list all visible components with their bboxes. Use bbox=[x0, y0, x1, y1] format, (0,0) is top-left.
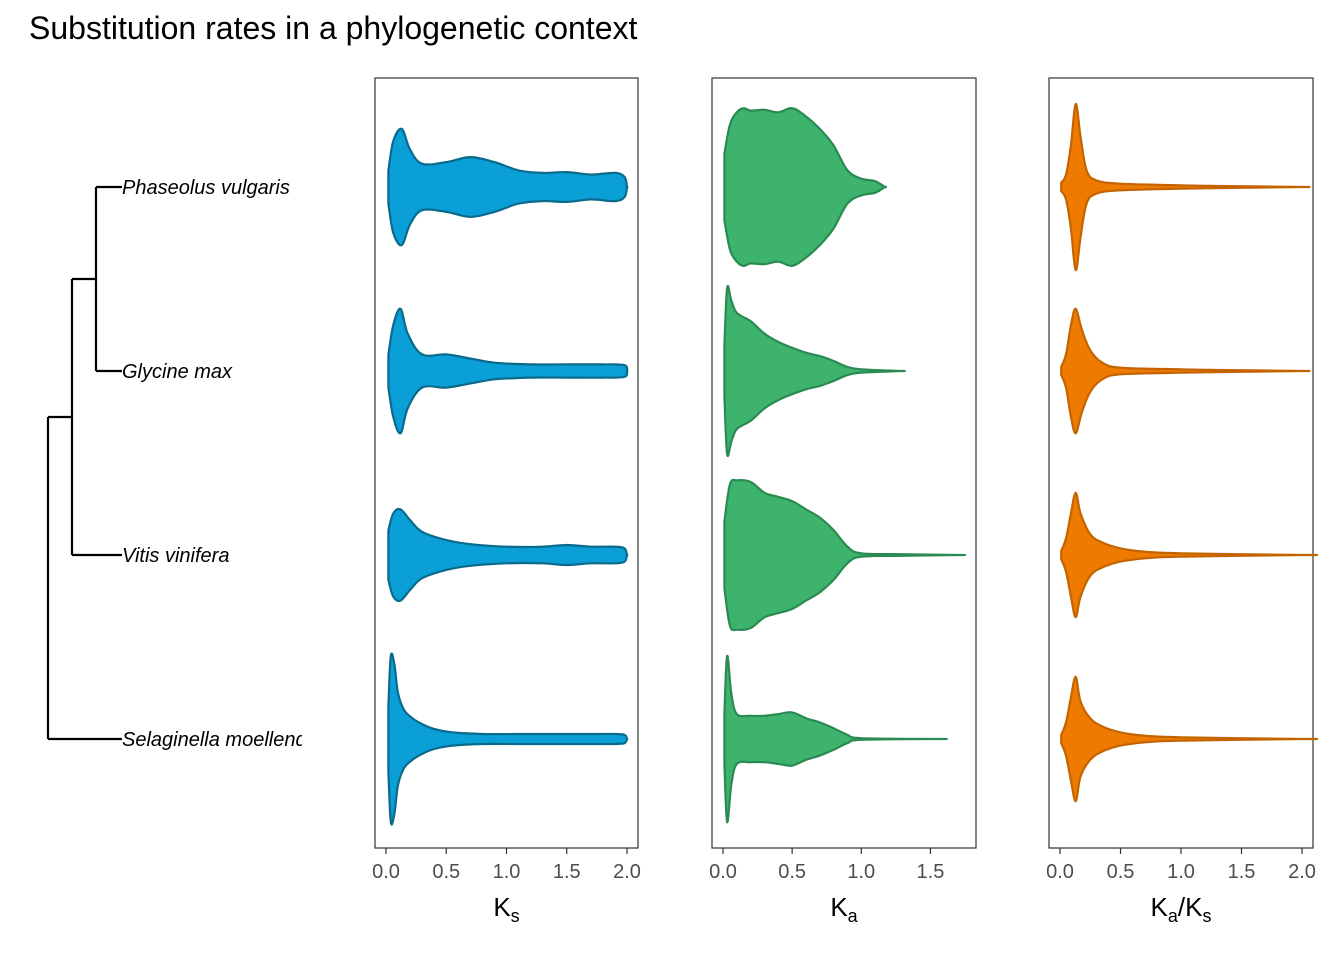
chart-title: Substitution rates in a phylogenetic con… bbox=[29, 10, 638, 46]
x-tick-label: 1.0 bbox=[1167, 861, 1195, 883]
x-tick-label: 0.0 bbox=[709, 861, 737, 883]
x-tick-label: 1.0 bbox=[847, 861, 875, 883]
violin-KaKs-2 bbox=[1060, 491, 1319, 619]
violin-Ks-0 bbox=[387, 127, 629, 247]
panel-Ka: 0.0 0.5 1.0 1.5 Ka bbox=[709, 77, 977, 926]
x-tick-label: 2.0 bbox=[1288, 861, 1316, 883]
species-label: Vitis vinifera bbox=[122, 545, 229, 567]
violin-Ks-1 bbox=[387, 307, 629, 435]
x-tick-label: 0.5 bbox=[1107, 861, 1135, 883]
x-axis-label: Ks bbox=[493, 892, 519, 926]
x-tick-label: 0.0 bbox=[1046, 861, 1074, 883]
violin-Ka-2 bbox=[723, 478, 967, 632]
x-axis-label: Ka/Ks bbox=[1151, 892, 1212, 926]
panel-border bbox=[711, 77, 977, 849]
violin-KaKs-3 bbox=[1060, 675, 1319, 803]
panel-Ks: 0.0 0.5 1.0 1.5 2.0 Ks bbox=[372, 77, 641, 926]
x-tick-label: 0.5 bbox=[778, 861, 806, 883]
x-tick-label: 2.0 bbox=[613, 861, 641, 883]
x-tick-label: 1.5 bbox=[553, 861, 581, 883]
violin-Ka-3 bbox=[723, 654, 948, 824]
violin-Ks-2 bbox=[387, 507, 629, 603]
violin-KaKs-0 bbox=[1060, 102, 1311, 272]
violin-panels: 0.0 0.5 1.0 1.5 2.0 Ks 0.0 0.5 1.0 1.5 Ka 0.0 0.5 1.0… bbox=[372, 77, 1319, 926]
violin-Ka-1 bbox=[723, 285, 906, 457]
x-tick-label: 0.0 bbox=[372, 861, 400, 883]
species-label: Glycine max bbox=[122, 361, 233, 383]
x-tick-label: 1.5 bbox=[917, 861, 945, 883]
species-label: Phaseolus vulgaris bbox=[122, 177, 290, 199]
x-tick-label: 0.5 bbox=[432, 861, 460, 883]
x-tick-label: 1.5 bbox=[1228, 861, 1256, 883]
phylogenetic-tree: Phaseolus vulgaris Glycine max Vitis vinif… bbox=[46, 177, 345, 751]
x-axis-label: Ka bbox=[830, 892, 858, 926]
species-label: Selaginella moellendorffii bbox=[122, 729, 345, 751]
violin-Ks-3 bbox=[387, 652, 629, 826]
panel-KaKs: 0.0 0.5 1.0 1.5 2.0 Ka/Ks bbox=[1046, 77, 1319, 926]
violin-KaKs-1 bbox=[1060, 307, 1311, 435]
violin-Ka-0 bbox=[723, 107, 888, 268]
x-tick-label: 1.0 bbox=[493, 861, 521, 883]
